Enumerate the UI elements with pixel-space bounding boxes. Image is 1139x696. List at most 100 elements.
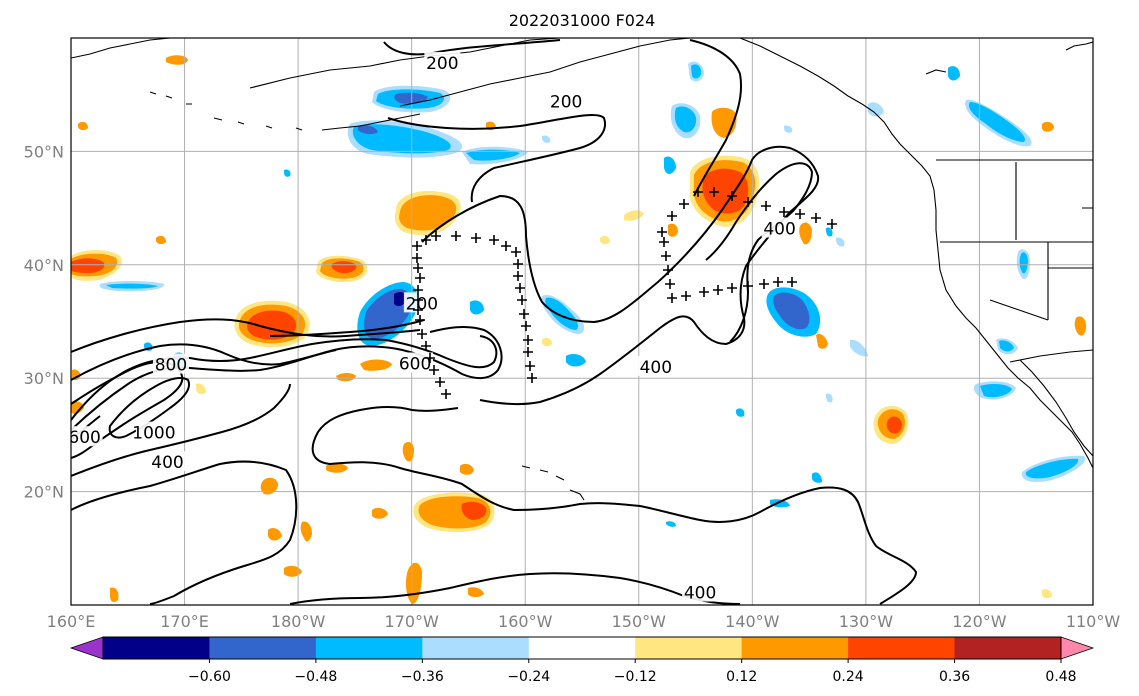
- contour-label: 600: [399, 354, 431, 374]
- plus-marker: [489, 235, 499, 245]
- plus-marker: [525, 361, 535, 371]
- plus-marker: [681, 291, 691, 301]
- latitude-tick-label: 40°N: [24, 256, 64, 275]
- colorbar-tick-label: −0.12: [614, 669, 657, 685]
- plus-marker: [709, 187, 719, 197]
- plus-marker: [413, 305, 423, 315]
- colorbar-frame: [102, 636, 1062, 660]
- colorbar-tick-label: −0.60: [188, 669, 231, 685]
- plus-marker: [693, 187, 703, 197]
- positive-anomaly-outer: [816, 334, 828, 349]
- positive-anomaly-core: [702, 168, 749, 214]
- positive-anomaly-outer: [284, 565, 302, 577]
- positive-anomaly-core: [71, 258, 105, 273]
- negative-anomaly-inner: [826, 393, 833, 403]
- longitude-tick-label: 110°W: [1066, 612, 1121, 631]
- contour-label-background: [152, 353, 189, 374]
- positive-anomaly-outer: [600, 235, 610, 245]
- negative-anomaly-inner: [470, 300, 484, 315]
- negative-anomaly-inner: [773, 292, 810, 330]
- plus-marker: [523, 335, 533, 345]
- positive-anomaly-outer: [196, 383, 206, 395]
- colorbar-tick-label: 0.36: [939, 669, 970, 685]
- latitude-tick-label: 50°N: [24, 142, 64, 161]
- plus-marker: [523, 347, 533, 357]
- contour-line-400: [71, 383, 291, 477]
- latitude-tick-label: 20°N: [24, 483, 64, 502]
- plus-marker: [431, 231, 441, 241]
- colorbar-segment: [635, 637, 743, 659]
- positive-anomaly-outer: [71, 401, 84, 415]
- longitude-tick-label: 160°W: [498, 612, 553, 631]
- positive-anomaly-outer: [326, 463, 348, 473]
- contour-label: 400: [151, 453, 183, 473]
- plus-marker: [415, 315, 425, 325]
- colorbar-segment: [209, 637, 317, 659]
- negative-anomaly-inner: [850, 339, 868, 357]
- colorbar-segment: [422, 637, 530, 659]
- plus-marker: [517, 295, 527, 305]
- longitude-tick-label: 170°W: [384, 612, 439, 631]
- contour-label-background: [761, 217, 798, 238]
- plus-marker: [511, 247, 521, 257]
- positive-anomaly-core: [461, 501, 487, 520]
- positive-anomaly-outer: [668, 223, 678, 237]
- plus-marker: [761, 201, 771, 211]
- colorbar-extend-high: [1060, 636, 1095, 660]
- contour-line-400: [311, 406, 918, 605]
- contour-label-background: [424, 51, 461, 72]
- colorbar-segment: [315, 637, 423, 659]
- positive-anomaly-outer: [460, 463, 474, 475]
- negative-anomaly-inner: [1019, 252, 1028, 274]
- contour-line-400: [71, 325, 503, 431]
- negative-anomaly-inner: [545, 297, 578, 330]
- negative-anomaly-inner: [664, 156, 676, 174]
- alaska-coastline: [321, 113, 421, 131]
- longitude-tick-label: 160°E: [47, 612, 96, 631]
- negative-anomaly-inner: [736, 408, 745, 417]
- positive-anomaly-outer: [360, 359, 392, 371]
- contour-label-background: [403, 292, 440, 313]
- positive-anomaly-outer: [300, 521, 312, 542]
- contour-line-200: [383, 39, 561, 56]
- aleutian-islands: [149, 91, 303, 131]
- contour-label: 400: [640, 358, 672, 378]
- contour-label: 400: [763, 220, 795, 240]
- longitude-tick-label: 140°W: [725, 612, 780, 631]
- colorbar-tick-label: 0.24: [833, 669, 864, 685]
- longitude-tick-label: 150°W: [612, 612, 667, 631]
- positive-anomaly-outer: [1042, 589, 1052, 599]
- plus-marker: [441, 389, 451, 399]
- contour-line-400: [71, 460, 298, 605]
- colorbar-segment: [528, 637, 636, 659]
- plus-marker: [727, 283, 737, 293]
- contour-line-200: [421, 145, 820, 406]
- plus-marker: [661, 251, 671, 261]
- positive-anomaly-core: [331, 261, 357, 274]
- plus-marker: [527, 373, 537, 383]
- positive-anomaly-outer: [468, 587, 484, 597]
- plus-marker: [513, 271, 523, 281]
- colorbar-segment: [954, 637, 1062, 659]
- colorbar-tick-label: −0.24: [507, 669, 550, 685]
- positive-anomaly-outer: [1074, 316, 1086, 336]
- plus-marker: [667, 211, 677, 221]
- negative-anomaly-outer: [868, 102, 884, 117]
- positive-anomaly-outer: [799, 222, 812, 245]
- colorbar-segment: [848, 637, 956, 659]
- plus-markers: [412, 187, 837, 399]
- alaska-coastline: [399, 38, 691, 107]
- contour-label: 800: [155, 356, 187, 376]
- plus-marker: [657, 227, 667, 237]
- colorbar-tick-label: 0.12: [726, 669, 757, 685]
- plus-marker: [743, 197, 753, 207]
- plus-marker: [679, 199, 689, 209]
- contour-label: 200: [550, 93, 582, 113]
- contour-line-1000: [108, 377, 190, 439]
- positive-anomaly-outer: [156, 235, 166, 245]
- contour-label: 1000: [132, 424, 175, 444]
- map-area: 200 200 400 400 600 800 1000 600 400 200 400: [71, 38, 1093, 605]
- mexico-border: [1009, 349, 1093, 363]
- contour-labels: 200 200 400 400 600 800 1000 600 400 200 400: [71, 51, 798, 604]
